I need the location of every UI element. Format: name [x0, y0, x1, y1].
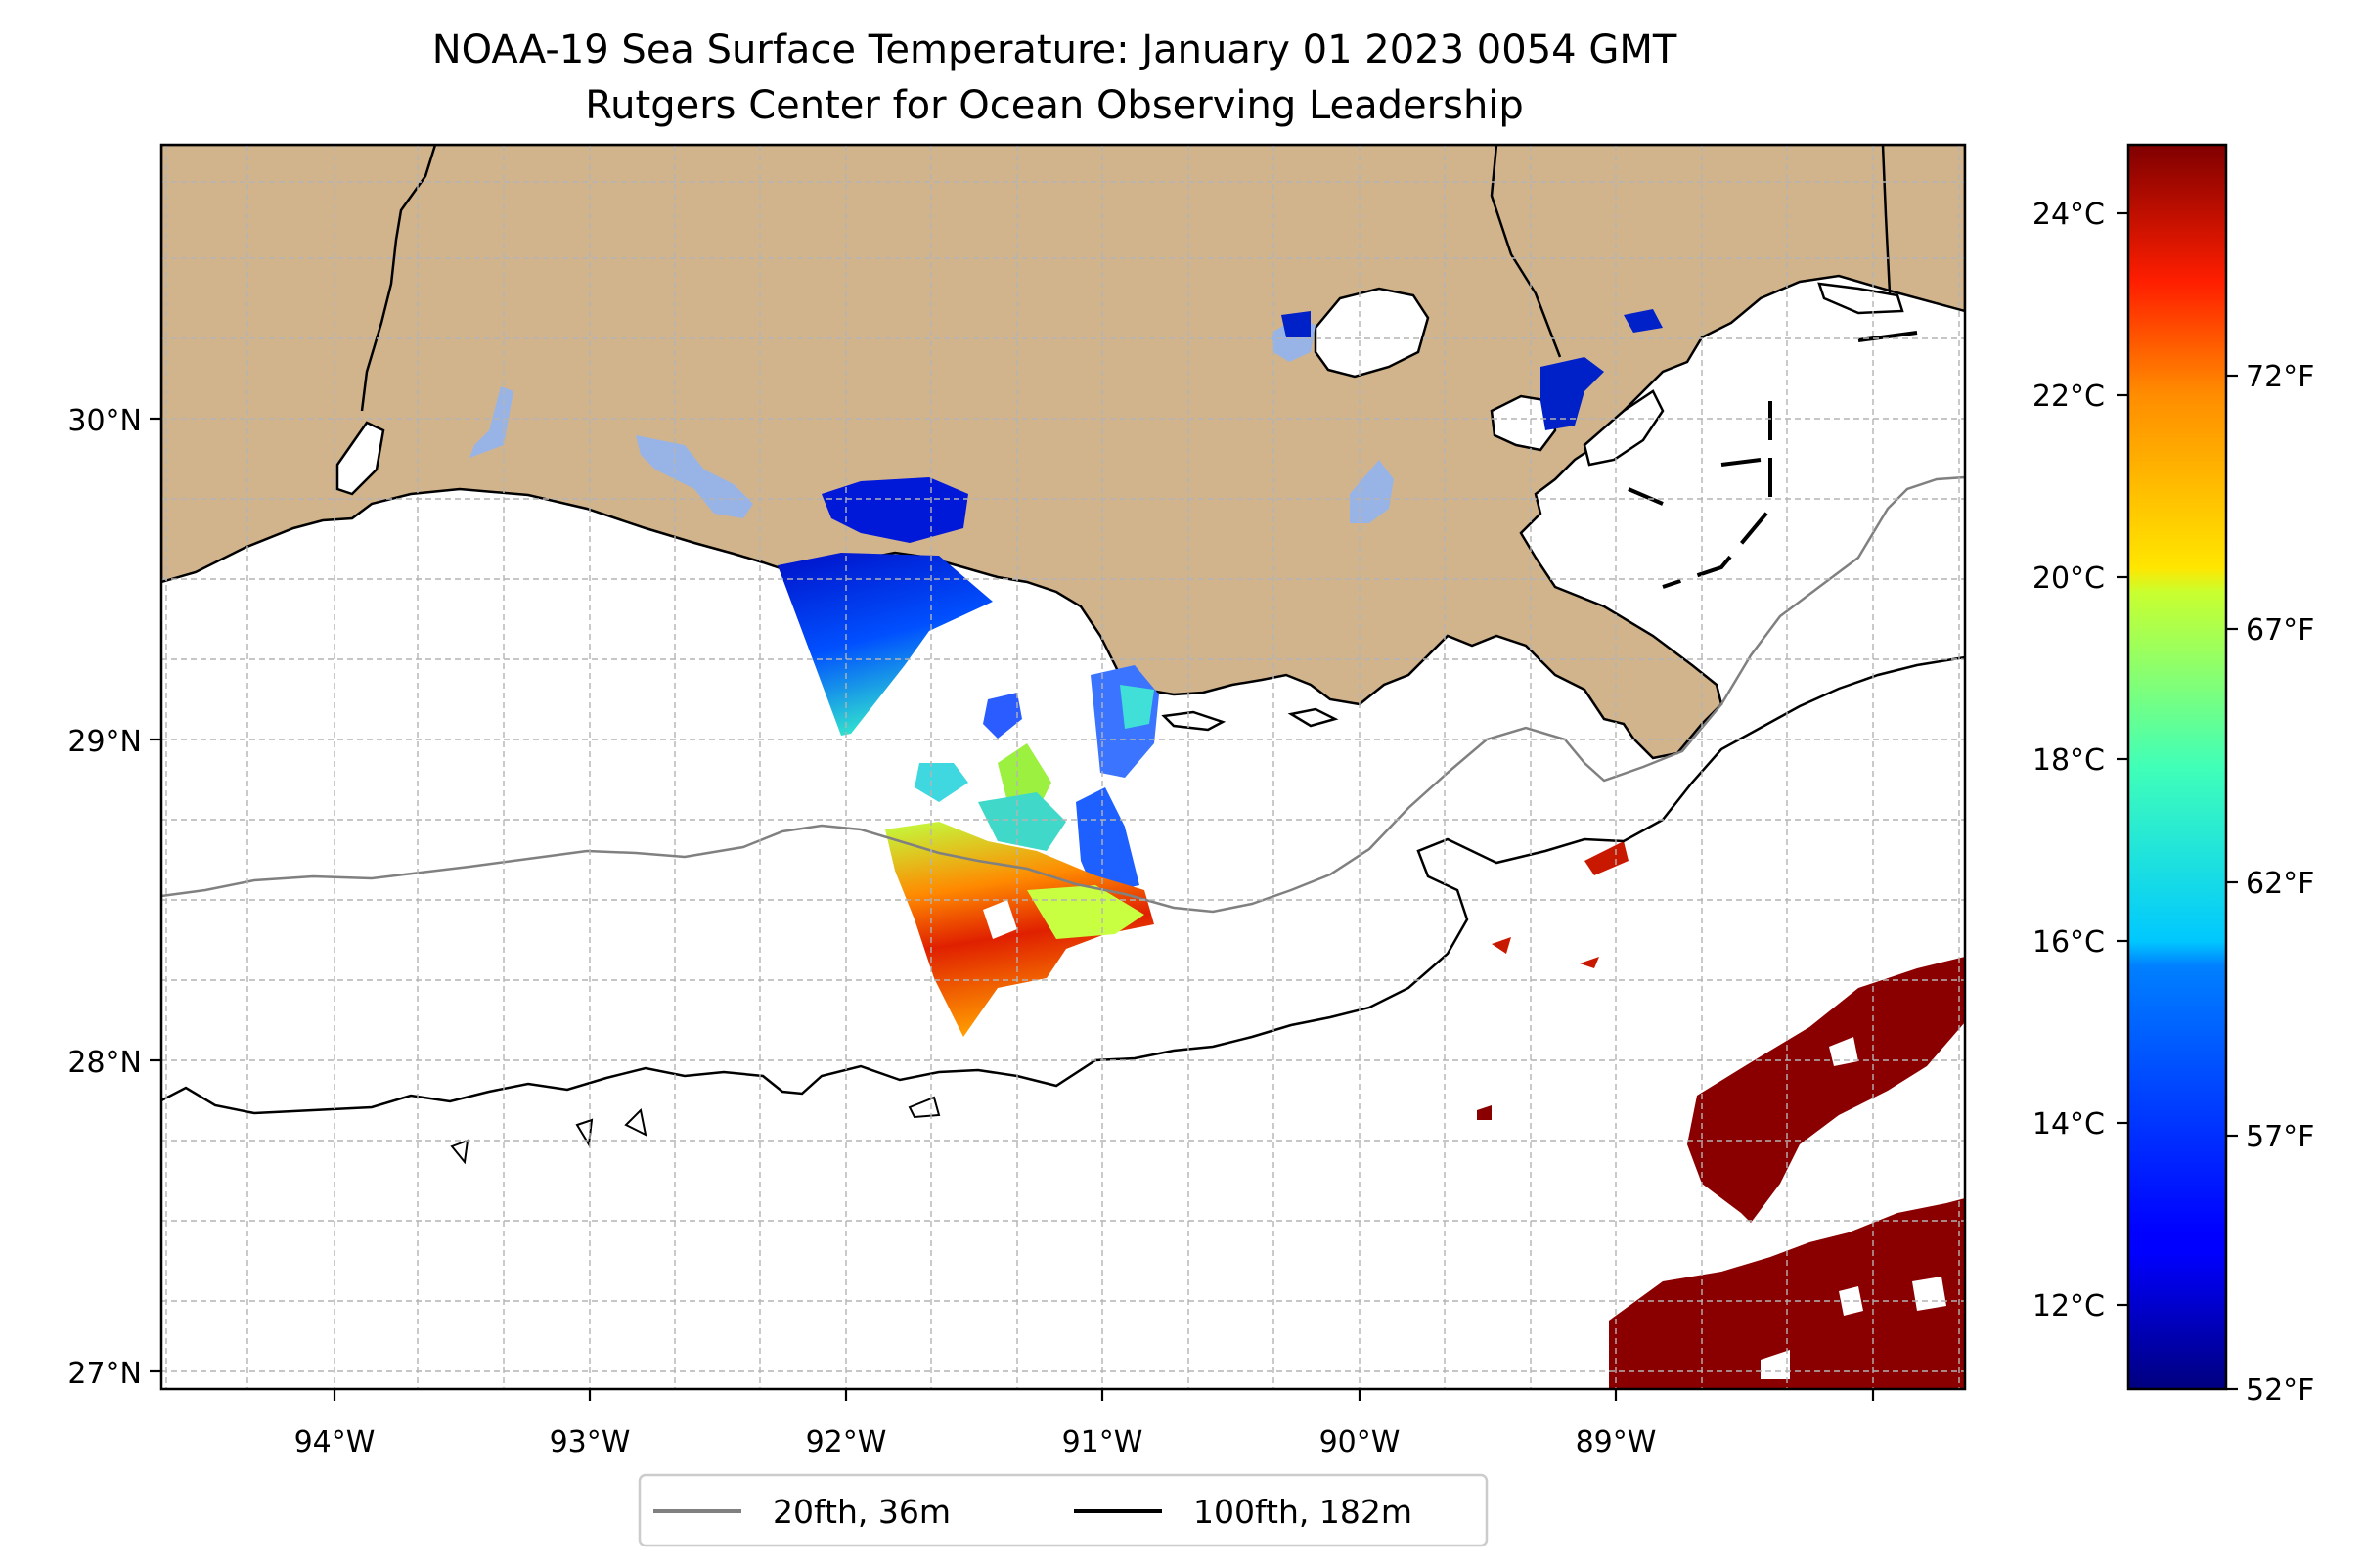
sst-warm-plume — [885, 822, 1154, 1037]
colorbar-fahrenheit-label: 67°F — [2246, 613, 2314, 648]
colorbar-celsius-label: 12°C — [2032, 1289, 2105, 1323]
y-tick-label: 29°N — [67, 725, 142, 759]
colorbar-fahrenheit-label: 57°F — [2246, 1120, 2314, 1154]
y-tick-labels: 30°N 29°N 28°N 27°N — [67, 404, 142, 1391]
map-title: NOAA-19 Sea Surface Temperature: January… — [432, 27, 1677, 72]
colorbar-fahrenheit-label: 72°F — [2246, 360, 2314, 394]
colorbar-celsius-label: 14°C — [2032, 1107, 2105, 1142]
x-tick-label: 90°W — [1319, 1425, 1401, 1459]
colorbar-fahrenheit-label: 52°F — [2246, 1373, 2314, 1408]
y-tick-label: 30°N — [67, 404, 142, 438]
legend-label-100fth: 100fth, 182m — [1193, 1493, 1412, 1531]
legend: 20fth, 36m 100fth, 182m — [638, 1473, 1489, 1547]
colorbar: 24°C 22°C 20°C 18°C 16°C 14°C 12°C 72°F … — [2032, 143, 2314, 1408]
x-tick-label: 92°W — [806, 1425, 887, 1459]
gridlines — [161, 145, 1965, 1389]
contour-20fth — [161, 475, 1965, 914]
axis-ticks — [150, 417, 1875, 1401]
map-subtitle: Rutgers Center for Ocean Observing Leade… — [585, 83, 1524, 128]
legend-label-20fth: 20fth, 36m — [773, 1493, 951, 1531]
x-tick-label: 91°W — [1062, 1425, 1143, 1459]
contour-100fth — [161, 655, 1965, 1115]
colorbar-celsius-label: 16°C — [2032, 925, 2105, 960]
x-tick-label: 94°W — [294, 1425, 376, 1459]
colorbar-gradient — [2126, 143, 2228, 1391]
colorbar-celsius-label: 18°C — [2032, 743, 2105, 778]
x-tick-label: 93°W — [550, 1425, 631, 1459]
map-area — [159, 143, 1967, 1391]
y-tick-label: 28°N — [67, 1046, 142, 1080]
y-tick-label: 27°N — [67, 1357, 142, 1391]
legend-box — [638, 1473, 1489, 1547]
x-tick-label: 89°W — [1576, 1425, 1657, 1459]
sst-cold-plume — [778, 553, 993, 736]
colorbar-fahrenheit-label: 62°F — [2246, 867, 2314, 901]
colorbar-celsius-label: 20°C — [2032, 561, 2105, 596]
x-tick-labels: 94°W 93°W 92°W 91°W 90°W 89°W — [294, 1425, 1657, 1459]
colorbar-celsius-label: 24°C — [2032, 198, 2105, 232]
colorbar-celsius-label: 22°C — [2032, 380, 2105, 414]
